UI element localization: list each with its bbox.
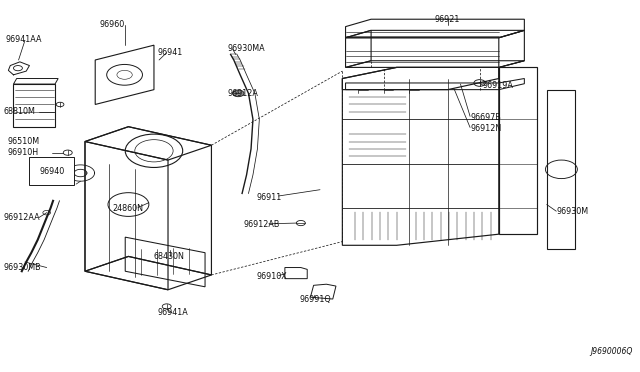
- Text: 96960: 96960: [100, 20, 125, 29]
- Text: 96911: 96911: [256, 193, 282, 202]
- Text: 96910H: 96910H: [7, 148, 38, 157]
- Text: 96919A: 96919A: [483, 81, 514, 90]
- Text: 96930MB: 96930MB: [4, 263, 42, 272]
- Text: 96930MA: 96930MA: [227, 44, 265, 53]
- Text: 68430N: 68430N: [154, 252, 185, 261]
- Text: 96991Q: 96991Q: [300, 295, 332, 304]
- Text: 96912AA: 96912AA: [4, 213, 40, 222]
- Text: 96912A: 96912A: [227, 89, 259, 98]
- Text: 96921: 96921: [435, 15, 460, 24]
- Text: J9690006Q: J9690006Q: [591, 347, 633, 356]
- Text: 96912N: 96912N: [470, 124, 501, 133]
- Text: 96912AB: 96912AB: [243, 221, 280, 230]
- Text: 24860N: 24860N: [113, 204, 143, 213]
- Text: 96940: 96940: [39, 167, 64, 176]
- Text: 96510M: 96510M: [7, 137, 39, 146]
- Text: 96910X: 96910X: [256, 272, 287, 281]
- Text: 96941: 96941: [157, 48, 182, 57]
- Text: 96930M: 96930M: [556, 208, 588, 217]
- Circle shape: [232, 90, 244, 97]
- Text: 68810M: 68810M: [4, 108, 36, 116]
- Text: 96941AA: 96941AA: [6, 35, 42, 44]
- Text: 96941A: 96941A: [157, 308, 188, 317]
- Text: 96697B: 96697B: [470, 113, 501, 122]
